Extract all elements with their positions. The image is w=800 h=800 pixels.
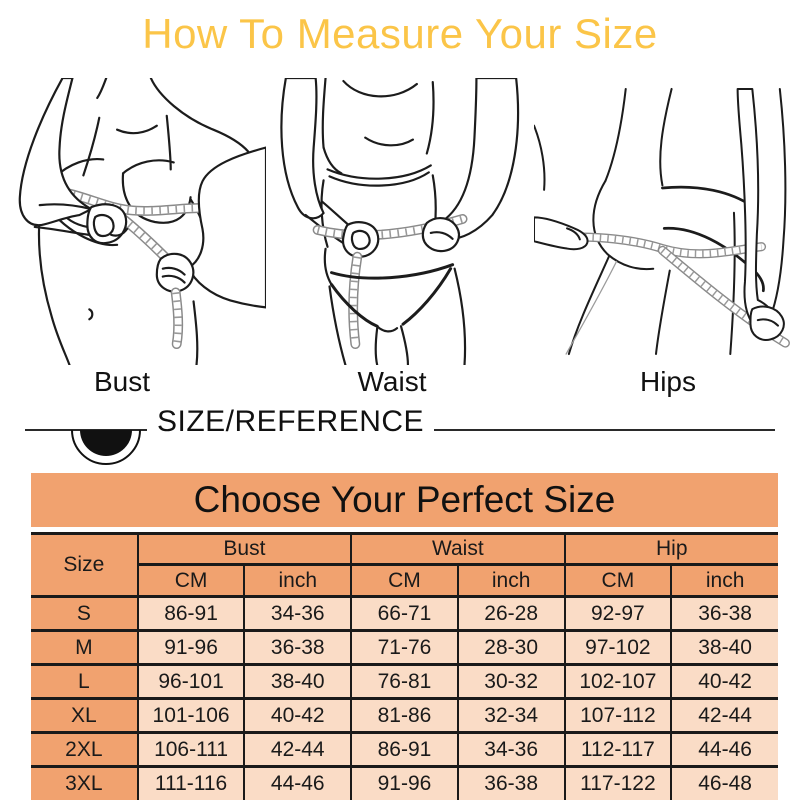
value-cell: 38-40 <box>670 629 778 666</box>
waist-measurement-illustration <box>280 78 520 365</box>
size-cell: S <box>31 595 139 632</box>
value-cell: 40-42 <box>243 697 353 734</box>
bust-cm-header: CM <box>137 563 246 598</box>
value-cell: 44-46 <box>243 765 353 800</box>
value-cell: 117-122 <box>563 765 673 800</box>
value-cell: 46-48 <box>670 765 778 800</box>
value-cell: 34-36 <box>243 595 353 632</box>
value-cell: 28-30 <box>456 629 566 666</box>
table-row: M 91-96 36-38 71-76 28-30 97-102 38-40 <box>31 629 778 666</box>
table-row: 3XL 111-116 44-46 91-96 36-38 117-122 46… <box>31 765 778 800</box>
value-cell: 42-44 <box>670 697 778 734</box>
table-row: L 96-101 38-40 76-81 30-32 102-107 40-42 <box>31 663 778 700</box>
col-header-hip: Hip <box>563 532 778 566</box>
bra-cup-icon <box>71 429 141 465</box>
value-cell: 42-44 <box>243 731 353 768</box>
size-reference-title: SIZE/REFERENCE <box>147 405 435 439</box>
value-cell: 36-38 <box>456 765 566 800</box>
table-row: XL 101-106 40-42 81-86 32-34 107-112 42-… <box>31 697 778 734</box>
value-cell: 30-32 <box>456 663 566 700</box>
table-banner: Choose Your Perfect Size <box>31 473 778 527</box>
waist-inch-header: inch <box>456 563 566 598</box>
hips-label: Hips <box>639 366 697 397</box>
value-cell: 81-86 <box>350 697 459 734</box>
value-cell: 101-106 <box>136 697 246 734</box>
col-header-bust: Bust <box>136 532 353 566</box>
table-row: 2XL 106-111 42-44 86-91 34-36 112-117 44… <box>31 731 778 768</box>
bust-measurement-illustration <box>18 78 266 365</box>
value-cell: 112-117 <box>563 731 673 768</box>
value-cell: 91-96 <box>136 629 246 666</box>
size-cell: 2XL <box>31 731 139 768</box>
value-cell: 34-36 <box>456 731 566 768</box>
col-header-waist: Waist <box>350 532 566 566</box>
bust-label: Bust <box>93 366 151 397</box>
value-cell: 44-46 <box>670 731 778 768</box>
hips-measurement-illustration <box>534 87 790 356</box>
size-cell: 3XL <box>31 765 139 800</box>
value-cell: 102-107 <box>563 663 673 700</box>
bust-inch-header: inch <box>243 563 353 598</box>
value-cell: 26-28 <box>456 595 566 632</box>
size-reference-section: SIZE/REFERENCE <box>0 403 800 465</box>
value-cell: 66-71 <box>350 595 459 632</box>
value-cell: 107-112 <box>563 697 673 734</box>
page-title: How To Measure Your Size <box>142 10 658 57</box>
measurement-illustrations <box>0 78 800 365</box>
waist-cm-header: CM <box>350 563 459 598</box>
table-row: S 86-91 34-36 66-71 26-28 92-97 36-38 <box>31 595 778 632</box>
value-cell: 91-96 <box>350 765 459 800</box>
waist-label: Waist <box>357 366 427 397</box>
value-cell: 86-91 <box>136 595 246 632</box>
size-chart-table: Size Bust Waist Hip CM inch CM inch CM i… <box>31 532 778 800</box>
value-cell: 40-42 <box>670 663 778 700</box>
size-cell: L <box>31 663 139 700</box>
unit-header-row: CM inch CM inch CM inch <box>31 563 778 598</box>
value-cell: 36-38 <box>670 595 778 632</box>
value-cell: 38-40 <box>243 663 353 700</box>
value-cell: 97-102 <box>563 629 673 666</box>
value-cell: 36-38 <box>243 629 353 666</box>
value-cell: 86-91 <box>350 731 459 768</box>
hip-inch-header: inch <box>670 563 778 598</box>
size-cell: XL <box>31 697 139 734</box>
value-cell: 96-101 <box>136 663 246 700</box>
hip-cm-header: CM <box>563 563 673 598</box>
value-cell: 76-81 <box>350 663 459 700</box>
size-cell: M <box>31 629 139 666</box>
col-header-size: Size <box>31 532 139 598</box>
group-header-row: Size Bust Waist Hip <box>31 532 778 598</box>
value-cell: 32-34 <box>456 697 566 734</box>
value-cell: 92-97 <box>563 595 673 632</box>
value-cell: 71-76 <box>350 629 459 666</box>
value-cell: 111-116 <box>136 765 246 800</box>
value-cell: 106-111 <box>136 731 246 768</box>
